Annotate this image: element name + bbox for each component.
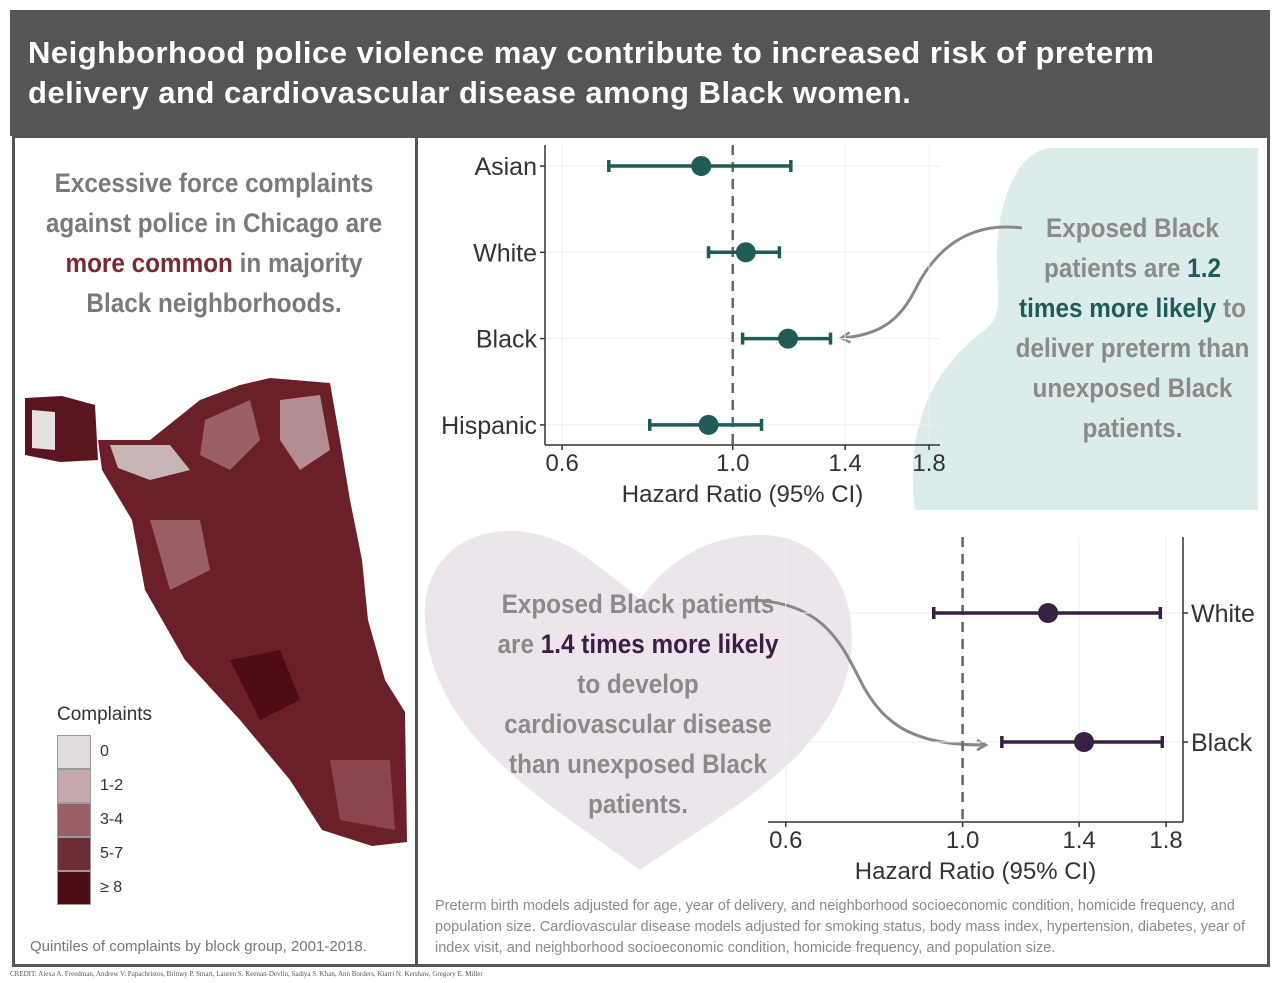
x-tick-label: 1.0 bbox=[716, 450, 749, 477]
y-tick-label: Asian bbox=[474, 153, 537, 181]
arrow bbox=[842, 225, 1023, 338]
footnote: Preterm birth models adjusted for age, y… bbox=[435, 898, 1246, 956]
title-bar bbox=[10, 10, 1270, 136]
legend-swatch bbox=[57, 837, 91, 871]
x-tick-label: 1.4 bbox=[1062, 827, 1095, 854]
title: Neighborhood police violence may contrib… bbox=[28, 35, 1155, 110]
point bbox=[1074, 732, 1095, 752]
map-headline: Excessive force complaints against polic… bbox=[41, 163, 387, 323]
legend-swatch bbox=[57, 871, 91, 905]
callout: Exposed Black patients are 1.4 times mor… bbox=[494, 584, 782, 824]
legend-swatch bbox=[57, 735, 91, 769]
point bbox=[691, 156, 712, 176]
highlight: more common bbox=[65, 248, 233, 278]
x-tick-label: 1.8 bbox=[912, 450, 945, 477]
callout-heart bbox=[424, 530, 852, 870]
point bbox=[698, 414, 719, 435]
legend-swatch bbox=[57, 803, 91, 837]
chart-panel bbox=[415, 135, 1270, 967]
y-tick-label: White bbox=[1191, 600, 1255, 628]
callout: Exposed Black patients are 1.2 times mor… bbox=[1013, 208, 1252, 448]
y-tick-label: Hispanic bbox=[441, 412, 537, 440]
legend-label: ≥ 8 bbox=[100, 879, 123, 896]
y-tick-label: White bbox=[473, 239, 537, 267]
text: Exposed Black patients are bbox=[497, 589, 775, 659]
point bbox=[1038, 603, 1059, 623]
x-axis-label: Hazard Ratio (95% CI) bbox=[622, 481, 863, 508]
point bbox=[735, 242, 756, 263]
legend-swatch bbox=[57, 769, 91, 803]
text: Excessive force complaints against polic… bbox=[45, 168, 383, 238]
legend-title: Complaints bbox=[57, 704, 153, 725]
arrow bbox=[744, 598, 985, 745]
x-tick-label: 1.8 bbox=[1149, 827, 1182, 854]
text: to deliver preterm than unexposed Black … bbox=[1015, 293, 1250, 443]
legend-label: 0 bbox=[100, 743, 109, 760]
y-tick-label: Black bbox=[1191, 729, 1253, 757]
x-tick-label: 0.6 bbox=[545, 450, 578, 477]
highlight: 1.2 times more likely bbox=[1019, 253, 1221, 323]
map-caption: Quintiles of complaints by block group, … bbox=[30, 938, 367, 955]
legend-label: 5-7 bbox=[100, 845, 124, 862]
legend-label: 3-4 bbox=[100, 811, 124, 828]
x-tick-label: 1.0 bbox=[946, 827, 979, 854]
x-tick-label: 1.4 bbox=[828, 450, 861, 477]
text: to develop cardiovascular disease than u… bbox=[504, 669, 772, 819]
text: in majority Black neighborhoods. bbox=[86, 248, 363, 318]
legend-label: 1-2 bbox=[100, 777, 124, 794]
x-tick-label: 0.6 bbox=[769, 827, 802, 854]
text: Exposed Black patients are bbox=[1044, 213, 1219, 283]
point bbox=[778, 328, 799, 349]
credit: CREDIT: Alexa A. Freedman, Andrew V. Pap… bbox=[10, 970, 483, 978]
highlight: 1.4 times more likely bbox=[540, 629, 779, 659]
callout-blob bbox=[912, 148, 1258, 510]
map bbox=[25, 378, 407, 846]
y-tick-label: Black bbox=[476, 326, 538, 354]
x-axis-label: Hazard Ratio (95% CI) bbox=[855, 858, 1096, 885]
